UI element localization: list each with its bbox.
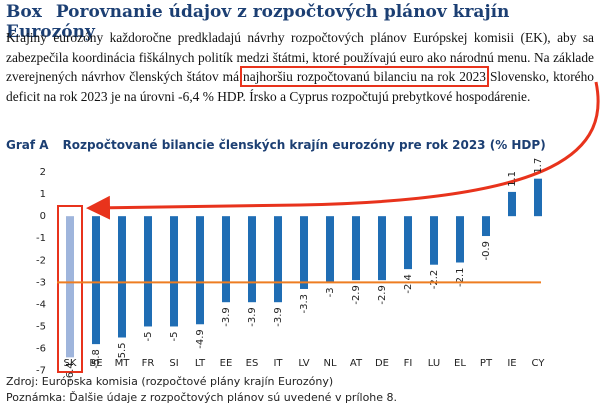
- bar: [222, 216, 230, 303]
- x-tick-label: CY: [532, 358, 546, 369]
- value-label: -5.8: [91, 349, 102, 369]
- value-label: -3: [325, 287, 336, 297]
- value-label: 1.7: [533, 158, 544, 174]
- highlight: najhoršiu rozpočtovanú bilanciu na rok 2…: [240, 66, 489, 88]
- chart-title: Rozpočtované bilancie členských krajín e…: [62, 138, 546, 152]
- value-label: -5: [169, 331, 180, 341]
- bar: [92, 216, 100, 345]
- value-label: -3.9: [273, 307, 284, 327]
- value-label: -3.3: [299, 294, 310, 314]
- source: Zdroj: Európska komisia (rozpočtové plán…: [6, 375, 334, 388]
- x-tick-label: SI: [169, 358, 178, 369]
- x-tick-label: LT: [195, 358, 206, 369]
- bar: [144, 216, 152, 327]
- bar: [430, 216, 438, 265]
- value-label: -3.9: [221, 307, 232, 327]
- x-tick-label: EL: [454, 358, 466, 369]
- header: Box Porovnanie údajov z rozpočtových plán…: [6, 2, 600, 42]
- y-tick-label: 0: [40, 211, 46, 222]
- value-label: -2.9: [351, 285, 362, 305]
- value-label: -4.9: [195, 329, 206, 349]
- bar: [66, 216, 74, 358]
- value-label: -3.9: [247, 307, 258, 327]
- text: Krajiny eurozóny každoročne predkladajú …: [6, 30, 594, 85]
- chart-label: Graf A: [6, 138, 49, 152]
- chart-heading: Graf A Rozpočtované bilancie členských kr…: [6, 138, 546, 152]
- y-tick-label: -6: [36, 344, 46, 355]
- x-tick-label: IT: [273, 358, 283, 369]
- x-tick-label: LV: [298, 358, 309, 369]
- value-label: -5.5: [117, 343, 128, 363]
- x-tick-label: ES: [246, 358, 259, 369]
- bar: [248, 216, 256, 303]
- value-label: -2.1: [455, 268, 466, 288]
- bar: [352, 216, 360, 281]
- y-tick-label: -2: [36, 255, 46, 266]
- bar: [118, 216, 126, 338]
- x-tick-label: IE: [507, 358, 516, 369]
- bar: [482, 216, 490, 237]
- bar: [508, 191, 516, 217]
- x-tick-label: AT: [350, 358, 363, 369]
- value-label: -2.2: [429, 270, 440, 290]
- y-tick-label: -1: [36, 233, 46, 244]
- paragraph: Krajiny eurozóny každoročne predkladajú …: [6, 28, 594, 106]
- highlight-box: [57, 205, 83, 373]
- box-label: Box: [6, 2, 42, 22]
- y-tick-label: -3: [36, 277, 46, 288]
- y-tick-label: 2: [40, 167, 46, 178]
- x-tick-label: EE: [220, 358, 233, 369]
- value-label: -6.4: [65, 362, 76, 382]
- x-tick-label: DE: [375, 358, 389, 369]
- value-label: -5: [143, 331, 154, 341]
- bar: [456, 216, 464, 263]
- bar: [300, 216, 308, 289]
- value-label: 1.1: [507, 171, 518, 187]
- arrow: [86, 81, 600, 220]
- x-tick-label: FI: [404, 358, 413, 369]
- value-label: -2.4: [403, 274, 414, 294]
- bar: [326, 216, 334, 283]
- bar: [378, 216, 386, 281]
- y-tick-label: -7: [36, 366, 46, 377]
- box-title: Porovnanie údajov z rozpočtových plánov …: [6, 2, 510, 42]
- y-tick-label: -4: [36, 299, 46, 310]
- y-tick-label: -5: [36, 321, 46, 332]
- x-tick-label: FR: [142, 358, 155, 369]
- x-tick-label: MT: [115, 358, 131, 369]
- bar: [404, 216, 412, 270]
- x-tick-label: PT: [480, 358, 493, 369]
- x-tick-label: LU: [428, 358, 440, 369]
- bar: [534, 178, 542, 217]
- y-tick-label: 1: [40, 189, 46, 200]
- x-tick-label: NL: [323, 358, 336, 369]
- text: Slovensko, ktorého deficit na rok 2023 j…: [6, 69, 595, 104]
- bar: [274, 216, 282, 303]
- bar: [196, 216, 204, 325]
- x-tick-label: BE: [89, 358, 102, 369]
- bar: [170, 216, 178, 327]
- x-tick-label: SK: [64, 358, 77, 369]
- value-label: -0.9: [481, 241, 492, 261]
- value-label: -2.9: [377, 285, 388, 305]
